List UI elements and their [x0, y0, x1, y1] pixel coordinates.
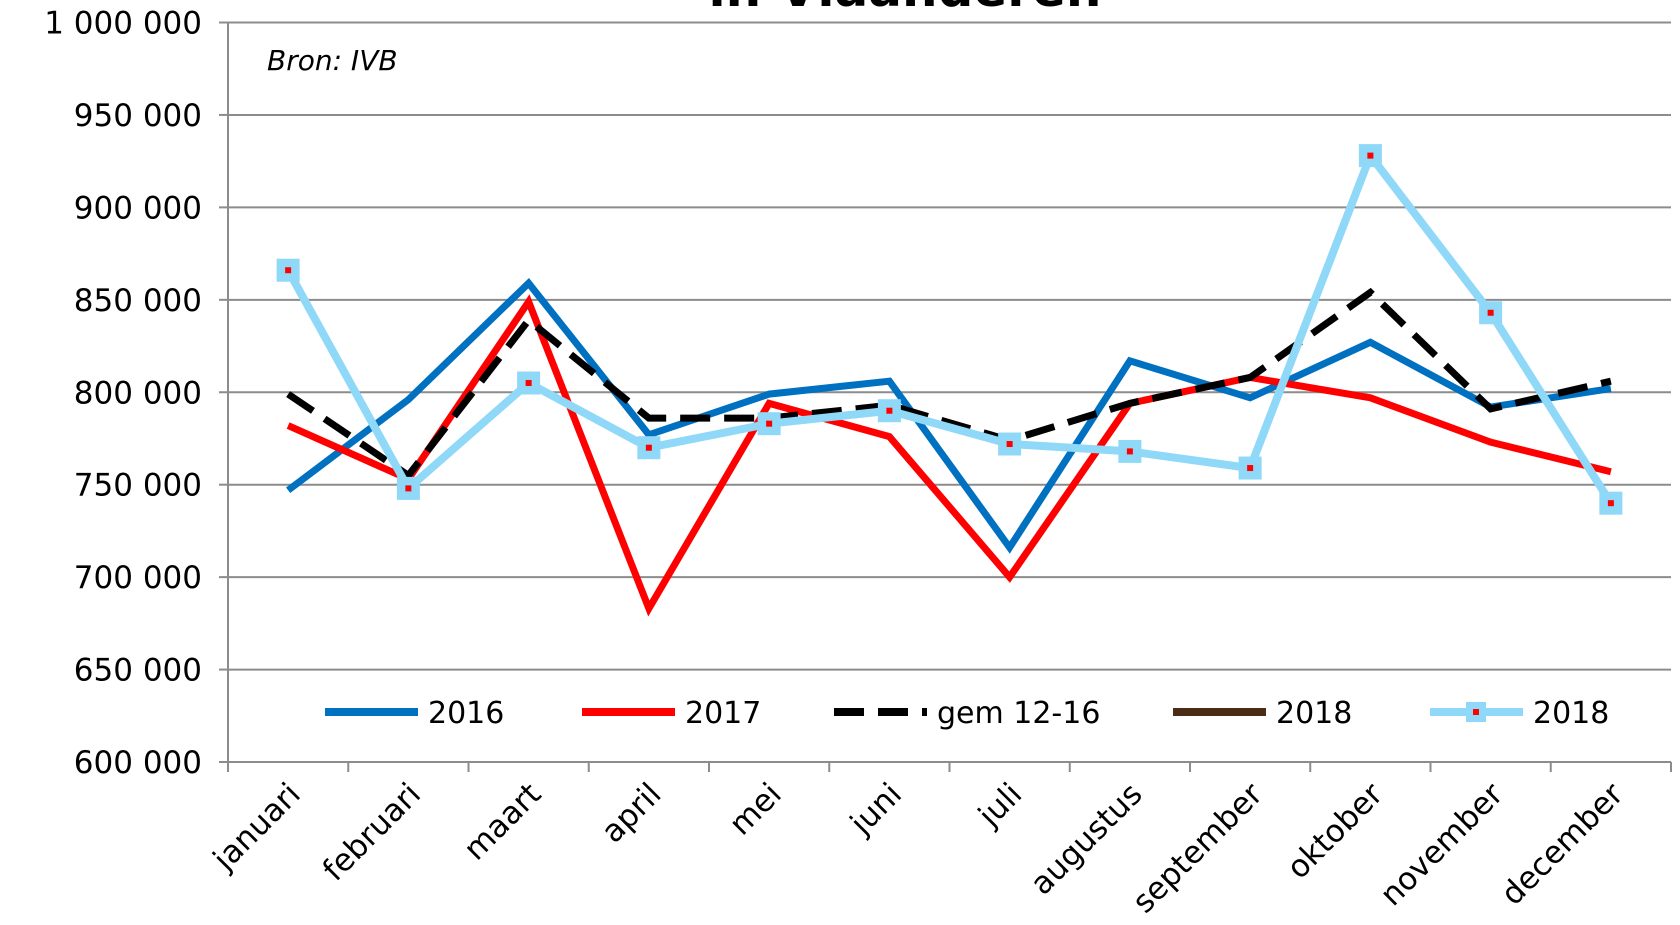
series-line [286, 294, 1612, 617]
marker-dot [1607, 500, 1614, 507]
marker-dot [1367, 152, 1374, 159]
y-tick-label: 800 000 [74, 375, 202, 411]
marker [998, 432, 1022, 456]
y-tick-label: 700 000 [74, 560, 202, 596]
marker [757, 412, 781, 436]
x-tick-label: april [595, 776, 669, 850]
marker [1599, 491, 1623, 515]
marker-dot [1487, 309, 1494, 316]
y-tick-label: 1 000 000 [44, 6, 202, 42]
marker [276, 258, 300, 282]
x-tick-label: februari [316, 776, 428, 888]
marker-dot [1126, 448, 1133, 455]
legend-label: 2018 [1533, 696, 1609, 731]
x-tick-label: september [1126, 776, 1270, 920]
y-tick-label: 750 000 [74, 468, 202, 504]
marker [877, 399, 901, 423]
y-tick-label: 850 000 [74, 283, 202, 319]
series-line [286, 287, 1612, 481]
x-tick-label: november [1373, 776, 1510, 913]
legend-label: 2016 [428, 696, 504, 731]
marker-dot [645, 444, 652, 451]
legend-label: gem 12-16 [937, 696, 1100, 731]
marker [1238, 456, 1262, 480]
chart-title: in Vlaanderen [709, 0, 1102, 18]
x-tick-label: augustus [1024, 776, 1150, 902]
marker [396, 476, 420, 500]
legend-label: 2018 [1276, 696, 1352, 731]
marker [1118, 439, 1142, 463]
marker-dot [525, 380, 532, 387]
source-note: Bron: IVB [267, 44, 398, 77]
y-tick-label: 650 000 [74, 653, 202, 689]
marker-dot [285, 267, 292, 274]
marker-dot [766, 420, 773, 427]
marker-dot [405, 485, 412, 492]
series-line [286, 277, 1612, 554]
x-tick-label: mei [722, 776, 788, 842]
marker-dot [886, 407, 893, 414]
y-tick-label: 900 000 [74, 190, 202, 226]
x-tick-label: december [1494, 776, 1630, 912]
x-tick-label: oktober [1280, 776, 1390, 886]
marker [1358, 144, 1382, 168]
x-tick-label: juli [971, 776, 1029, 834]
legend-marker-dot [1473, 709, 1479, 715]
x-tick-label: januari [206, 776, 308, 878]
series-line [284, 147, 1615, 506]
marker-dot [1006, 441, 1013, 448]
marker-dot [1247, 465, 1254, 472]
marker [637, 436, 661, 460]
x-tick-label: maart [457, 776, 548, 867]
x-tick-label: juni [843, 776, 909, 842]
marker [517, 371, 541, 395]
marker [1479, 301, 1503, 325]
legend-label: 2017 [685, 696, 761, 731]
y-tick-label: 600 000 [74, 745, 202, 781]
y-tick-label: 950 000 [74, 98, 202, 134]
